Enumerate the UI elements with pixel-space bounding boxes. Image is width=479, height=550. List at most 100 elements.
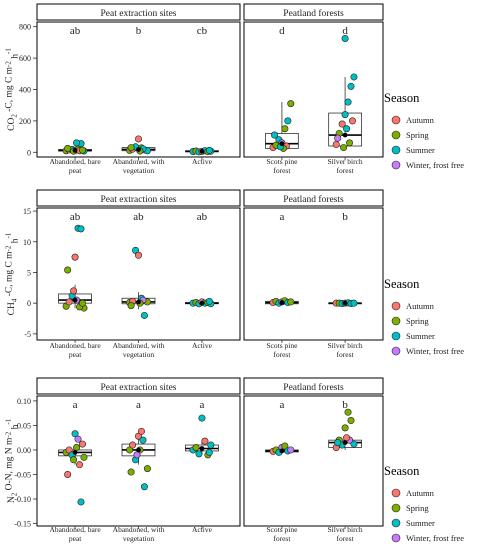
facet-1: Peat extraction sites a Abandoned, barepea… bbox=[36, 377, 241, 543]
y-axis-label-part: -C, mg C m bbox=[5, 66, 15, 114]
x-category-label: Abandoned, bare bbox=[49, 341, 101, 350]
significance-letter: a bbox=[279, 399, 284, 411]
y-tick-label: -0.15 bbox=[14, 520, 31, 529]
data-point bbox=[64, 470, 72, 478]
facet-strip-label: Peat extraction sites bbox=[101, 195, 177, 205]
significance-letter: a bbox=[279, 211, 284, 223]
y-axis-label-part: CO bbox=[7, 118, 17, 131]
data-point bbox=[340, 144, 348, 152]
legend-key bbox=[391, 145, 401, 155]
mean-point bbox=[279, 448, 285, 454]
data-point bbox=[344, 98, 352, 106]
mean-point bbox=[199, 300, 205, 306]
legend-title: Season bbox=[384, 464, 420, 478]
y-axis-label-part: h bbox=[11, 54, 21, 61]
y-tick-label: 200 bbox=[19, 117, 31, 126]
significance-letter: cb bbox=[197, 25, 208, 37]
panel-border bbox=[36, 207, 241, 341]
data-point bbox=[343, 125, 351, 133]
mean-point bbox=[72, 297, 78, 303]
x-category-label: forest bbox=[337, 166, 355, 175]
significance-letter: a bbox=[199, 399, 204, 411]
mean-point bbox=[199, 446, 205, 451]
mean-point bbox=[342, 300, 348, 306]
x-category-label: vegetation bbox=[123, 166, 154, 175]
data-point bbox=[70, 456, 78, 464]
data-point bbox=[143, 465, 151, 473]
data-point bbox=[207, 441, 215, 449]
x-category-label: Scots pine bbox=[266, 525, 298, 534]
mean-point bbox=[136, 299, 141, 305]
data-point bbox=[347, 417, 355, 425]
data-point bbox=[346, 139, 354, 147]
x-category-label: Scots pine bbox=[266, 157, 298, 166]
data-point bbox=[192, 444, 200, 452]
data-point bbox=[80, 453, 88, 461]
legend-label: Autumn bbox=[406, 115, 435, 125]
data-point bbox=[71, 253, 79, 261]
y-axis-label-part: 4 bbox=[11, 298, 19, 302]
facet-strip bbox=[36, 3, 241, 21]
data-point bbox=[205, 297, 213, 305]
x-category-label: forest bbox=[273, 350, 291, 359]
y-axis-label-part: h bbox=[11, 424, 21, 431]
panel-border bbox=[243, 395, 384, 527]
y-axis-label-part: h bbox=[11, 238, 21, 245]
facet-strip-label: Peat extraction sites bbox=[101, 9, 177, 19]
category-group: ab Active bbox=[185, 211, 219, 350]
data-point bbox=[287, 298, 295, 306]
legend-key bbox=[391, 533, 401, 543]
x-category-label: Abandoned, with bbox=[113, 157, 165, 166]
data-point bbox=[127, 144, 135, 152]
legend-label: Summer bbox=[406, 145, 435, 155]
x-category-label: peat bbox=[69, 166, 82, 175]
y-tick-label: 0 bbox=[27, 148, 31, 157]
data-point bbox=[201, 437, 209, 445]
data-point bbox=[78, 146, 86, 154]
significance-letter: ab bbox=[70, 211, 81, 223]
y-tick-label: 5 bbox=[27, 268, 31, 277]
legend-label: Autumn bbox=[406, 301, 435, 311]
legend-label: Summer bbox=[406, 518, 435, 528]
mean-point bbox=[279, 141, 285, 147]
data-point bbox=[344, 408, 352, 416]
y-axis-label-part: -2 bbox=[5, 431, 13, 437]
y-tick-label: 600 bbox=[19, 54, 31, 63]
y-tick-label: 0 bbox=[27, 299, 31, 308]
legend-key bbox=[391, 316, 401, 326]
legend-key bbox=[391, 130, 401, 140]
data-point bbox=[64, 144, 72, 152]
data-point bbox=[341, 34, 349, 42]
data-point bbox=[78, 299, 86, 307]
y-axis-label-part: N bbox=[7, 496, 17, 503]
data-point bbox=[343, 434, 351, 442]
legend-title: Season bbox=[384, 277, 420, 291]
data-point bbox=[271, 131, 279, 139]
legend-key bbox=[391, 346, 401, 356]
data-point bbox=[140, 311, 148, 319]
facet-strip bbox=[36, 189, 241, 207]
data-point bbox=[350, 299, 358, 307]
legend-label: Winter, frost free bbox=[406, 346, 464, 356]
facet-strip bbox=[36, 377, 241, 395]
facet-strip-label: Peatland forests bbox=[283, 8, 344, 19]
data-point bbox=[73, 139, 81, 147]
legend-key bbox=[391, 518, 401, 528]
legend-key bbox=[391, 503, 401, 513]
y-tick-label: -5 bbox=[24, 330, 31, 339]
legend-key bbox=[391, 488, 401, 498]
significance-letter: ab bbox=[70, 25, 81, 37]
x-category-label: vegetation bbox=[123, 350, 154, 359]
category-group: a Active bbox=[185, 399, 219, 534]
facet-strip-label: Peatland forests bbox=[283, 194, 344, 205]
data-point bbox=[77, 225, 85, 233]
y-axis-label-part: -C, mg C m bbox=[5, 251, 15, 299]
x-category-label: Silver birch bbox=[327, 341, 362, 350]
